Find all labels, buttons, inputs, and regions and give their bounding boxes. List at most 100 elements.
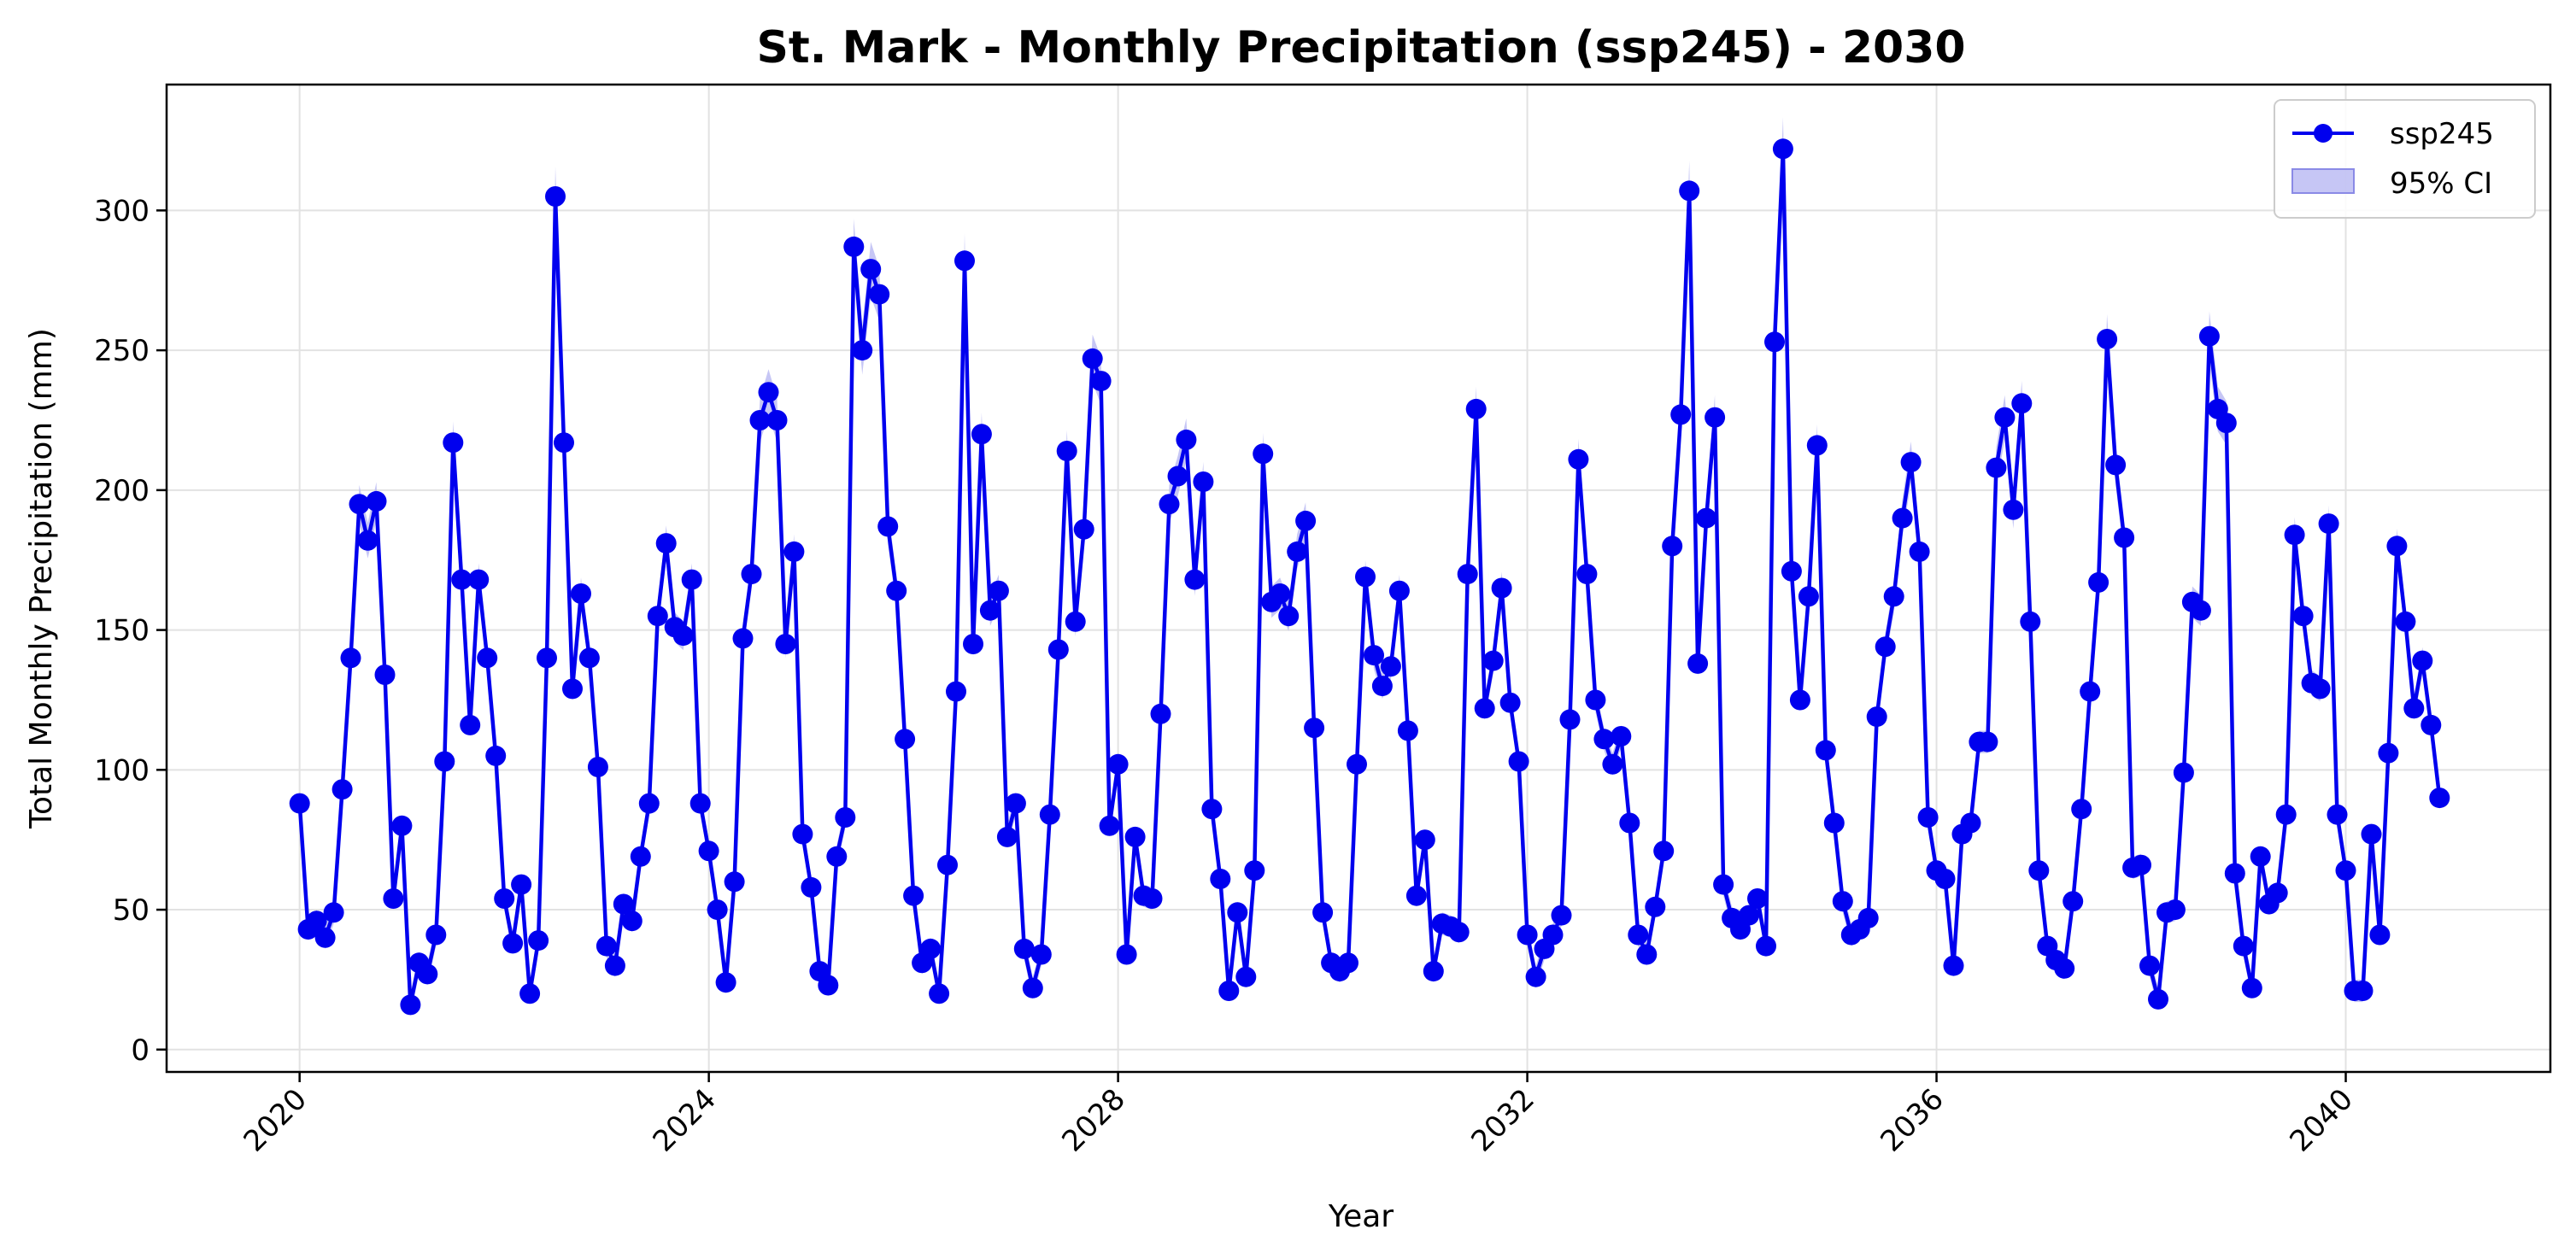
data-point: [852, 340, 873, 361]
data-point: [332, 779, 353, 800]
data-point: [1917, 807, 1939, 828]
data-point: [869, 284, 890, 305]
data-point: [1593, 729, 1615, 750]
y-axis-ticks: 0 50 100 150 200 250 300: [94, 194, 167, 1068]
data-point: [818, 975, 839, 996]
data-point: [1338, 952, 1358, 974]
data-point: [741, 564, 762, 585]
data-point: [1508, 751, 1529, 772]
data-point: [2233, 935, 2254, 957]
data-point: [1611, 726, 1632, 747]
data-point: [562, 678, 583, 700]
data-point: [1047, 639, 1069, 660]
data-point: [1994, 407, 2016, 428]
data-point: [2275, 804, 2297, 825]
data-point: [886, 580, 907, 601]
chart-title: St. Mark - Monthly Precipitation (ssp245…: [756, 22, 1965, 73]
data-point: [2335, 860, 2356, 881]
data-point: [289, 793, 310, 814]
data-point: [1414, 829, 1435, 851]
data-point: [596, 935, 617, 957]
data-point: [2352, 981, 2374, 1001]
legend-label-ci: 95% CI: [2390, 167, 2492, 201]
data-point: [1747, 888, 1768, 909]
data-point: [1474, 698, 1495, 719]
data-point: [1235, 966, 1257, 987]
data-point: [571, 583, 591, 604]
data-point: [1073, 518, 1094, 540]
data-point: [1193, 471, 1214, 492]
data-point: [1287, 541, 1308, 562]
data-point: [2114, 527, 2135, 548]
data-point: [1013, 938, 1035, 959]
data-point: [1628, 924, 1649, 946]
data-point: [783, 541, 805, 562]
data-point: [2224, 863, 2245, 884]
data-point: [604, 955, 625, 976]
data-point: [1227, 902, 1248, 923]
data-point: [655, 533, 677, 554]
data-point: [1705, 407, 1726, 428]
data-point: [1815, 740, 1836, 761]
data-point: [1159, 494, 1180, 515]
data-point: [2327, 804, 2348, 825]
data-point: [1713, 874, 1734, 895]
data-point: [1934, 869, 1956, 889]
data-point: [2369, 924, 2391, 946]
data-point: [587, 757, 608, 777]
series-line-ssp245: [297, 147, 2442, 1007]
data-point: [1090, 371, 1112, 392]
data-point: [1371, 676, 1393, 697]
legend-band-swatch: [2291, 168, 2355, 194]
data-point: [988, 580, 1009, 601]
data-point: [357, 530, 378, 551]
data-point: [775, 634, 796, 654]
data-point: [758, 382, 779, 403]
data-point: [1517, 924, 1538, 946]
data-point: [554, 432, 574, 454]
y-axis-label: Total Monthly Precipitation (mm): [24, 328, 59, 829]
data-point: [1397, 720, 1418, 741]
data-point: [724, 871, 745, 893]
data-point: [613, 893, 634, 915]
data-point: [2164, 899, 2186, 921]
data-point: [545, 186, 566, 207]
y-tick-label: 50: [113, 893, 150, 928]
data-point: [485, 745, 507, 766]
data-point: [1210, 869, 1231, 889]
data-point: [1364, 645, 1384, 666]
data-point: [1696, 507, 1717, 529]
data-point: [528, 930, 549, 952]
data-point: [2378, 742, 2399, 764]
data-point: [2063, 891, 2084, 912]
data-point: [511, 874, 532, 895]
data-point: [2309, 678, 2331, 700]
data-point: [1789, 689, 1810, 711]
data-point: [1909, 541, 1930, 562]
data-point: [306, 911, 327, 932]
data-point: [2241, 977, 2262, 998]
data-point: [1167, 466, 1188, 487]
data-point: [383, 888, 404, 909]
data-point: [400, 994, 421, 1016]
data-point: [1576, 564, 1598, 585]
data-point: [1056, 441, 1077, 461]
y-tick-label: 150: [94, 614, 150, 648]
data-point: [2088, 571, 2110, 593]
data-point: [468, 569, 490, 590]
data-point: [1491, 577, 1512, 599]
data-point: [1542, 924, 1564, 946]
data-point: [1568, 448, 1589, 470]
data-point: [578, 647, 600, 669]
data-point: [1099, 815, 1120, 836]
data-point: [1150, 703, 1171, 724]
data-point: [903, 885, 924, 906]
data-point: [1619, 812, 1640, 834]
data-point: [451, 569, 472, 590]
data-point: [929, 983, 950, 1004]
data-point: [1866, 706, 1887, 728]
data-point: [2386, 536, 2408, 557]
data-point: [1670, 404, 1692, 425]
data-point: [2198, 325, 2220, 347]
data-point: [2267, 882, 2288, 904]
